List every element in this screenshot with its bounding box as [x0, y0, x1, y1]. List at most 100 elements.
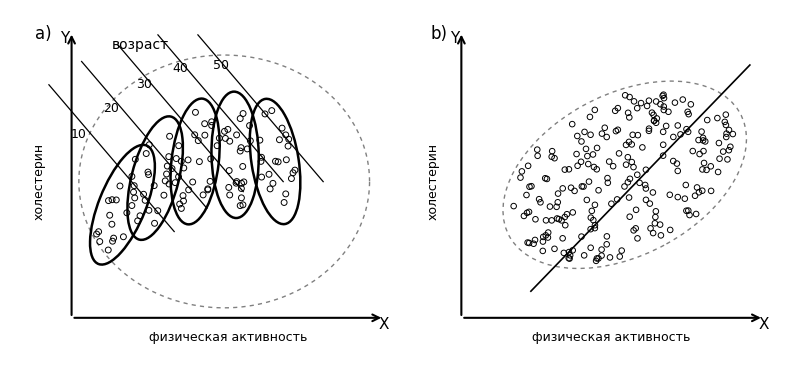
Point — [141, 169, 154, 175]
Point — [668, 99, 681, 105]
Point — [599, 125, 611, 131]
Point — [205, 119, 218, 125]
Point — [595, 253, 608, 259]
Point — [720, 131, 733, 137]
Point — [193, 159, 205, 165]
Point — [700, 167, 713, 173]
Point — [254, 137, 266, 143]
Point — [536, 239, 549, 245]
Point — [611, 197, 623, 203]
Point — [551, 199, 564, 205]
Point — [634, 100, 647, 106]
Point — [585, 132, 597, 138]
Point — [587, 152, 600, 158]
Point — [713, 156, 726, 162]
Point — [287, 170, 299, 176]
Point — [282, 136, 295, 142]
Point — [642, 98, 655, 104]
Point — [578, 129, 591, 135]
Point — [699, 138, 712, 144]
Point — [687, 148, 699, 154]
Point — [648, 118, 660, 124]
Point — [223, 184, 235, 191]
Point — [585, 208, 598, 214]
Point — [615, 248, 628, 254]
Point — [177, 198, 190, 204]
Point — [186, 179, 199, 185]
Point — [601, 175, 614, 181]
Text: b): b) — [430, 25, 447, 43]
Point — [539, 175, 551, 181]
Point — [231, 132, 243, 138]
Point — [627, 227, 640, 233]
Point — [542, 229, 555, 235]
Point — [672, 168, 684, 174]
Point — [231, 178, 243, 184]
Point — [640, 197, 653, 203]
Point — [556, 185, 569, 191]
Point — [654, 101, 667, 107]
Point — [679, 196, 691, 202]
Point — [622, 110, 634, 116]
Point — [285, 175, 298, 181]
Point — [650, 120, 663, 126]
Point — [577, 253, 590, 259]
Point — [169, 180, 182, 186]
Point — [605, 201, 618, 207]
Point — [235, 180, 248, 186]
Point — [723, 147, 735, 153]
Point — [681, 109, 694, 115]
Point — [172, 174, 185, 180]
Point — [622, 154, 634, 160]
Point — [689, 193, 702, 199]
Point — [552, 216, 565, 222]
Point — [711, 115, 724, 121]
Point — [556, 235, 569, 241]
Point — [690, 184, 703, 191]
Point — [581, 153, 593, 159]
Text: 10: 10 — [71, 129, 87, 141]
Point — [623, 195, 635, 201]
Point — [676, 96, 689, 102]
Point — [205, 122, 218, 129]
Point — [517, 213, 530, 219]
Point — [667, 134, 679, 140]
Point — [545, 217, 558, 223]
Point — [697, 135, 709, 141]
Point — [618, 183, 630, 189]
Point — [679, 182, 692, 188]
Point — [622, 179, 634, 185]
Point — [583, 178, 596, 184]
Point — [160, 171, 173, 177]
Point — [645, 110, 658, 116]
Point — [152, 208, 164, 214]
Point — [170, 155, 182, 161]
Point — [280, 157, 292, 163]
Point — [644, 201, 656, 207]
Point — [213, 135, 226, 141]
Point — [626, 141, 638, 147]
Point — [198, 132, 211, 138]
Point — [613, 254, 626, 260]
Point — [585, 215, 597, 221]
Point — [646, 189, 659, 195]
Point — [671, 161, 683, 167]
Point — [92, 229, 105, 235]
Point — [727, 131, 739, 137]
Point — [566, 121, 578, 127]
Point — [255, 174, 268, 180]
Point — [129, 195, 141, 201]
Point — [571, 133, 584, 139]
Point — [696, 166, 709, 172]
Point — [218, 128, 231, 134]
Point — [627, 164, 640, 170]
Point — [204, 178, 216, 184]
Point — [182, 187, 195, 193]
Point — [110, 197, 122, 203]
Point — [545, 154, 558, 160]
Point — [698, 160, 710, 166]
Point — [114, 183, 126, 189]
Point — [143, 142, 156, 148]
Point — [106, 238, 118, 244]
Point — [548, 246, 561, 252]
